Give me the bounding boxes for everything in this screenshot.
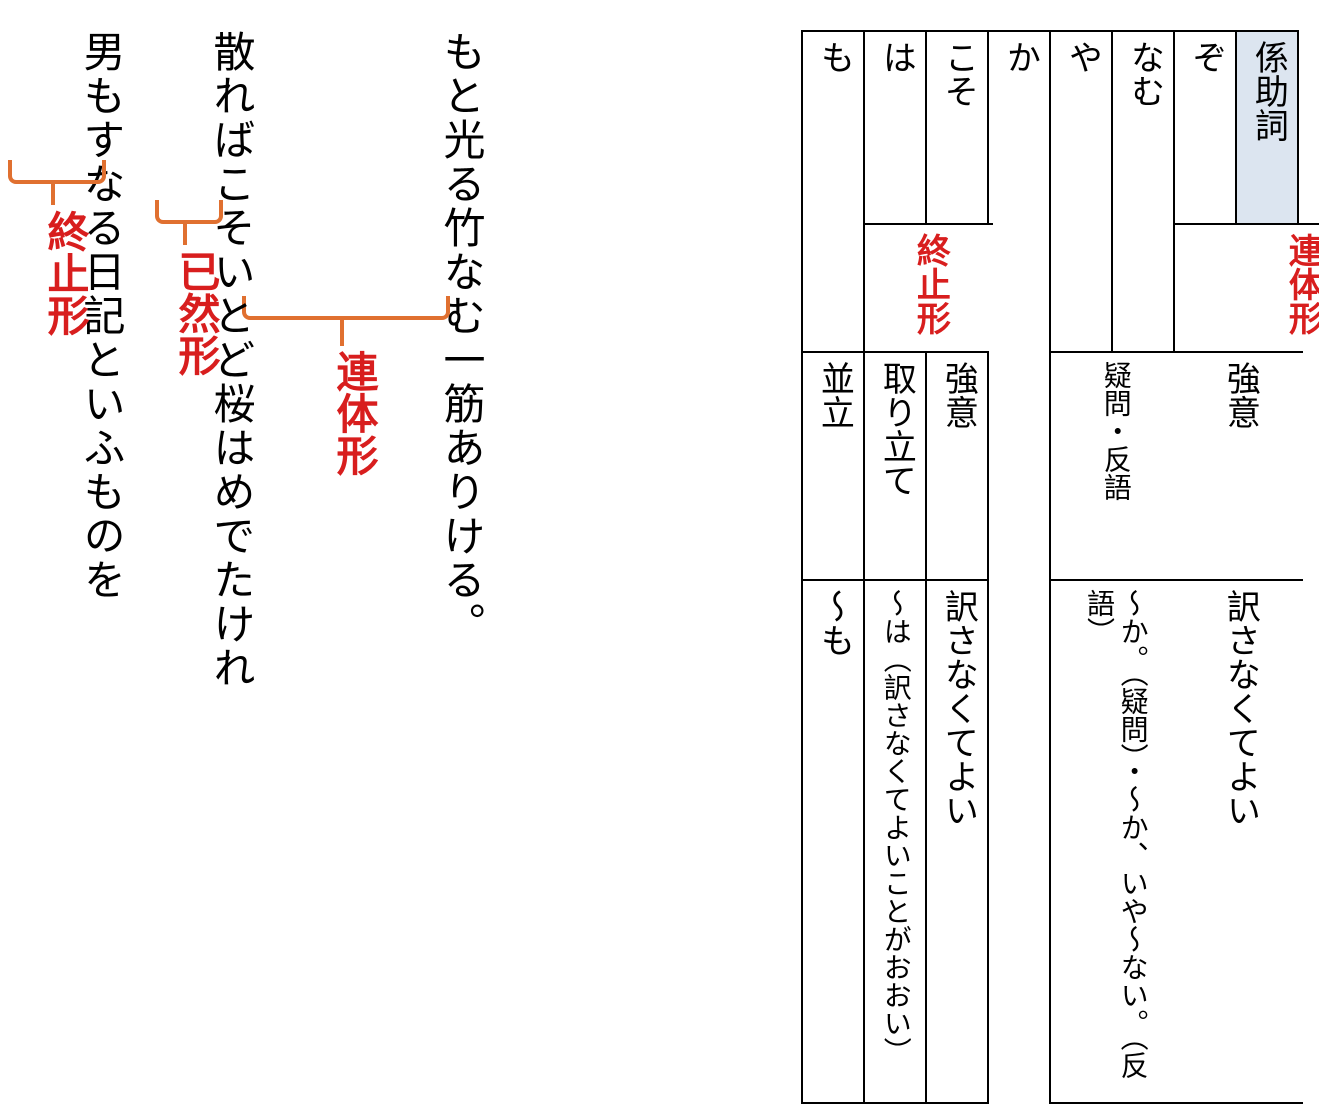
bracket-izen [155,200,223,224]
label-rentai: 連体形 [323,350,384,476]
musubi-shushi-merged: 終止形 [865,223,993,351]
label-izen: 已然形 [165,250,226,376]
col-zo: ぞ 連体形 強意 訳さなくてよい [1173,30,1235,1104]
meaning-mo: 並立 [803,351,863,579]
col-mo: も 並立 ～も [801,30,863,1104]
particle-zo: ぞ [1175,30,1235,223]
trans-ha: ～は（訳さなくてよいことがおおい） [865,579,925,1104]
particle-koso: こそ [927,30,987,223]
example-sentences: もと光る竹なむ一筋ありける。 連体形 散ればこそいとど桜はめでたけれ 已然形 男… [0,30,530,1030]
sentence-1: もと光る竹なむ一筋ありける。 [430,30,491,646]
bracket-rentai [242,296,450,320]
meaning-ha: 取り立て [865,351,925,579]
label-shushi: 終止形 [34,210,95,336]
col-ka: か [987,30,1049,1104]
particle-mo: も [803,30,863,223]
col-ha: は 終止形 取り立て ～は（訳さなくてよいことがおおい） [863,30,925,1104]
musubi-rentai-merged: 連体形 [1175,223,1319,351]
particle-ya: や [1051,30,1111,223]
meaning-kyoi-merged: 強意 [1175,351,1303,579]
particle-namu: なむ [1113,30,1173,223]
bracket-shushi [8,160,106,184]
kakari-musubi-table: 係助詞 結び 意味 訳 ぞ 連体形 強意 訳さなくてよい なむ や 疑問・反語 … [801,30,1299,1104]
particle-ka: か [989,30,1049,223]
col-koso: こそ 已然形 強意 訳さなくてよい [925,30,987,1104]
trans-koso: 訳さなくてよい [927,579,987,1104]
trans-zo-namu: 訳さなくてよい [1175,579,1303,1104]
header-particle: 係助詞 [1237,30,1297,223]
meaning-koso: 強意 [927,351,987,579]
meaning-gimon-merged: 疑問・反語 [1051,351,1179,579]
col-ya: や 疑問・反語 ～か。（疑問）・～か、いや～ない。（反語） [1049,30,1111,1104]
trans-ya-ka: ～か。（疑問）・～か、いや～ない。（反語） [1051,579,1179,1104]
trans-mo: ～も [803,579,863,1104]
particle-ha: は [865,30,925,223]
